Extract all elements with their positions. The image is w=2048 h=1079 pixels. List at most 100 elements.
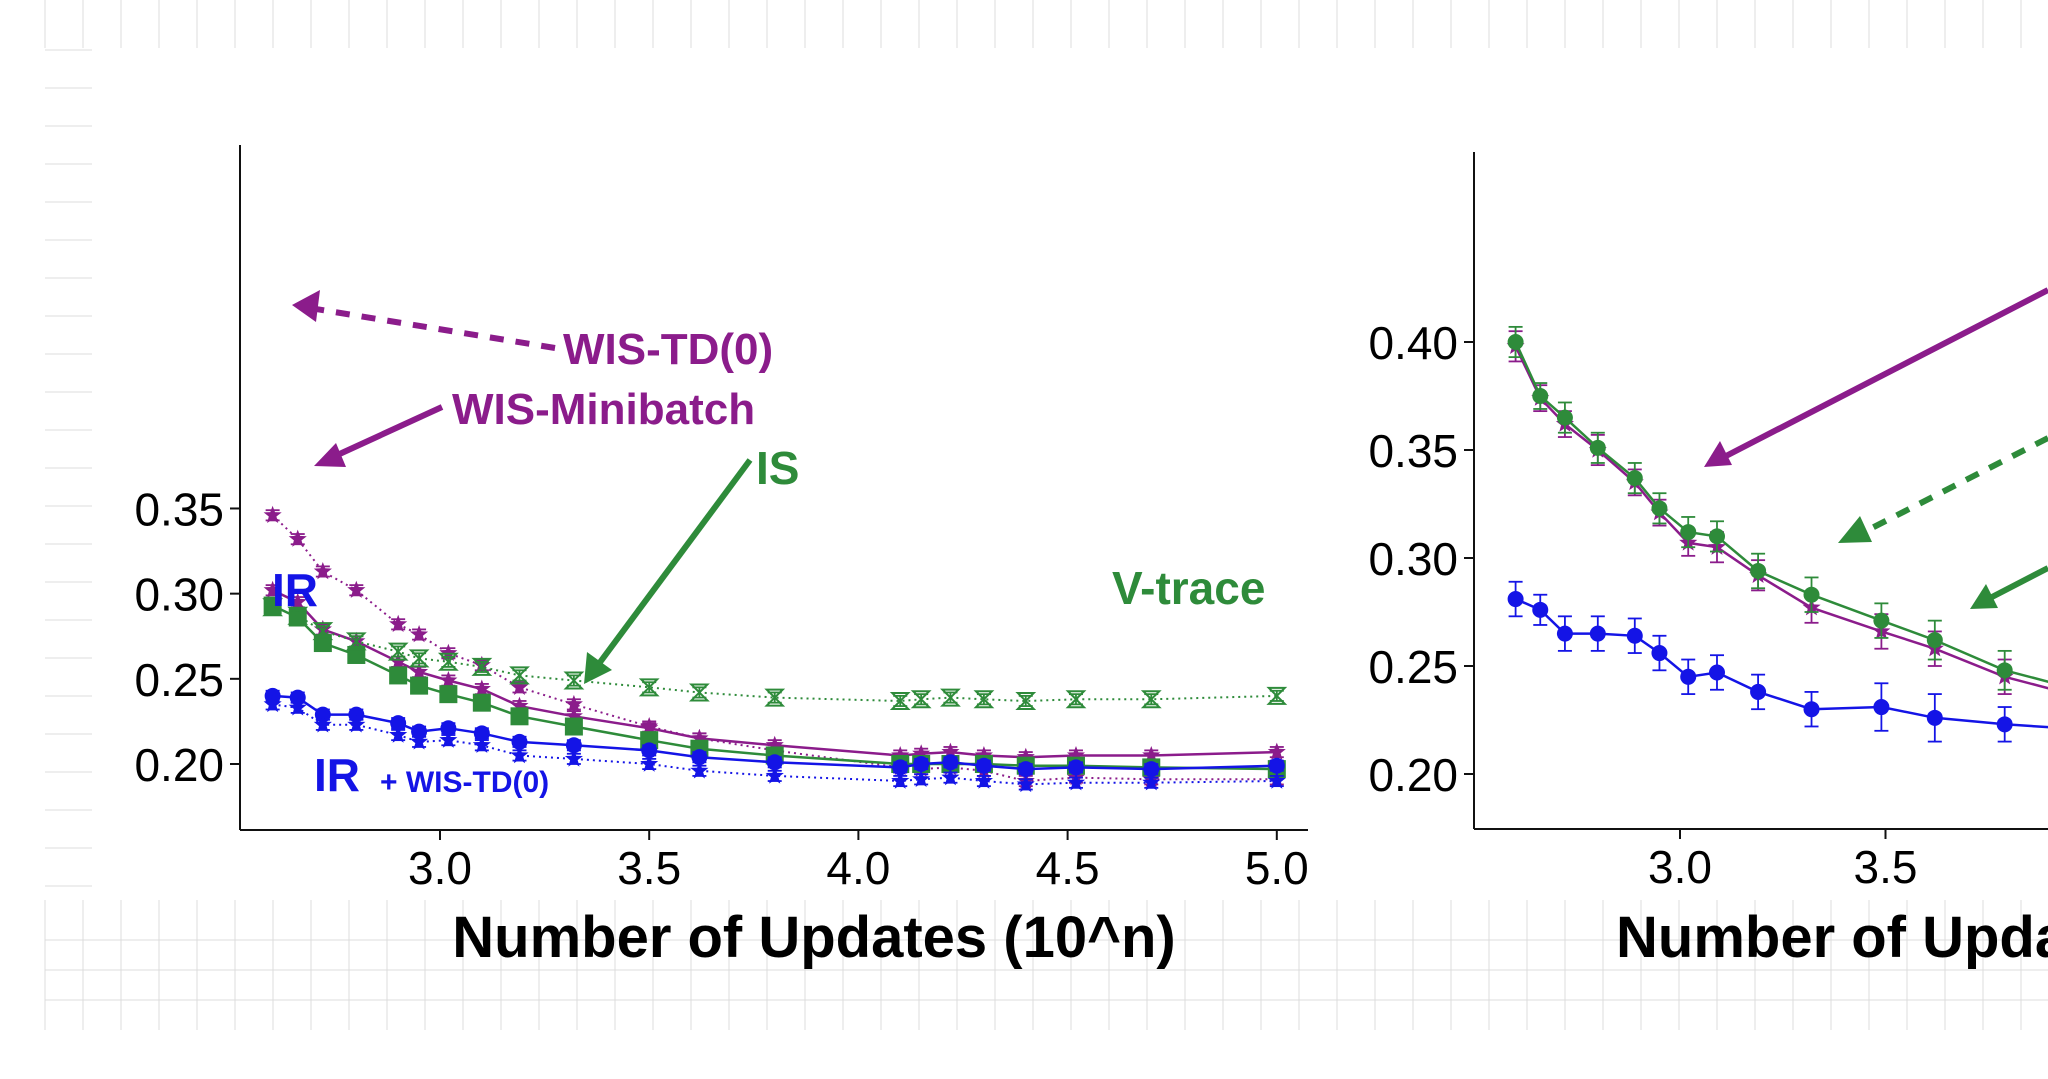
label-wis-td0: WIS-TD(0) [563, 325, 773, 374]
data-point [410, 625, 429, 643]
wis-minibatch-arrow [331, 404, 444, 460]
data-point [564, 749, 583, 767]
data-point [1589, 625, 1606, 642]
data-point [1651, 645, 1668, 662]
data-point [1016, 747, 1035, 765]
data-point [1996, 662, 2013, 679]
data-point [511, 733, 528, 750]
data-point [766, 754, 783, 771]
data-point [509, 666, 530, 685]
data-point [1750, 562, 1767, 579]
y-tick-label: 0.30 [1368, 533, 1458, 585]
data-point [1532, 388, 1549, 404]
data-point [690, 761, 709, 779]
green-arrow-head [1970, 584, 1998, 609]
data-point [473, 725, 490, 742]
data-point [262, 598, 284, 617]
data-point [1626, 627, 1643, 644]
y-tick-label: 0.30 [134, 569, 224, 621]
data-point [913, 756, 930, 772]
series-ir-wis-td-0- [263, 694, 1286, 793]
chart-right: 0.20 0.25 0.30 0.35 0.40 3.0 3.5 Number of Up… [1368, 152, 2048, 970]
data-point [1803, 701, 1820, 718]
data-point [1142, 773, 1161, 791]
data-point [347, 645, 366, 664]
data-point [910, 690, 932, 709]
series-ir [264, 687, 1285, 778]
data-point [1507, 591, 1524, 608]
data-point [439, 685, 458, 704]
data-point [973, 690, 995, 709]
x-axis-ticks: 3.0 3.5 [1648, 829, 1917, 893]
annotation-arrows [292, 290, 753, 684]
x-axis-label: Number of Updates (10^n) [1616, 905, 2048, 970]
data-point [510, 707, 529, 726]
data-point [439, 643, 458, 661]
data-point [1626, 470, 1643, 487]
data-point [510, 696, 529, 714]
data-point [640, 718, 659, 736]
y-tick-label: 0.40 [1368, 317, 1458, 369]
series-line [1515, 597, 2048, 729]
data-point [313, 715, 332, 733]
data-point [288, 698, 307, 716]
data-point [1873, 699, 1890, 716]
purple-arrow [1724, 287, 2048, 459]
label-v-trace: V-trace [1112, 562, 1265, 614]
data-point [1066, 746, 1085, 764]
data-point [564, 706, 583, 724]
data-point [410, 676, 429, 695]
data-point [510, 746, 529, 764]
data-point [1507, 334, 1524, 350]
data-point [765, 735, 784, 753]
label-is: IS [756, 442, 799, 494]
y-tick-label: 0.25 [1368, 641, 1458, 693]
green-dashed-arrow-head [1838, 516, 1872, 543]
data-point [764, 688, 786, 707]
green-dashed-arrow [1866, 435, 2048, 533]
chart-left: 0.20 0.25 0.30 0.35 3.0 3.5 4.0 4.5 5.0 WIS-TD(… [134, 145, 1309, 970]
data-point [288, 529, 307, 547]
data-point [263, 694, 282, 713]
data-point [891, 746, 910, 764]
data-point [1589, 439, 1606, 456]
data-point [1996, 716, 2013, 733]
data-point [1680, 668, 1697, 685]
y-tick-label: 0.35 [1368, 425, 1458, 477]
label-wis-minibatch: WIS-Minibatch [452, 385, 755, 434]
y-axis-ticks: 0.20 0.25 0.30 0.35 0.40 [1368, 317, 1474, 801]
series-line [272, 703, 1277, 786]
data-point [347, 580, 366, 598]
series-green [1507, 325, 2048, 691]
data-point [289, 689, 306, 706]
series-is [263, 596, 1286, 779]
data-point [312, 622, 334, 641]
x-tick-label: 3.5 [1854, 841, 1918, 893]
data-point [564, 717, 583, 736]
data-point [1556, 625, 1573, 642]
data-point [565, 737, 582, 754]
data-point [1873, 612, 1890, 629]
data-point [389, 666, 408, 685]
data-point [1015, 691, 1037, 710]
data-point [389, 725, 408, 743]
x-tick-label: 3.0 [1648, 841, 1712, 893]
data-point [975, 757, 992, 774]
data-point [263, 580, 282, 598]
data-point [1267, 771, 1286, 789]
data-point [940, 688, 961, 707]
data-point [1926, 632, 1943, 649]
data-point [1016, 774, 1035, 793]
data-point [1066, 773, 1085, 791]
data-point [891, 771, 910, 789]
y-tick-label: 0.25 [134, 654, 224, 706]
series-labels: WIS-TD(0) WIS-Minibatch IS V-trace IR IR… [272, 325, 1265, 801]
data-point [941, 742, 960, 760]
data-point [974, 771, 993, 789]
series-line [272, 606, 1277, 703]
x-tick-label: 3.5 [617, 842, 681, 894]
annotation-arrows [1704, 287, 2048, 609]
y-tick-label: 0.35 [134, 483, 224, 535]
